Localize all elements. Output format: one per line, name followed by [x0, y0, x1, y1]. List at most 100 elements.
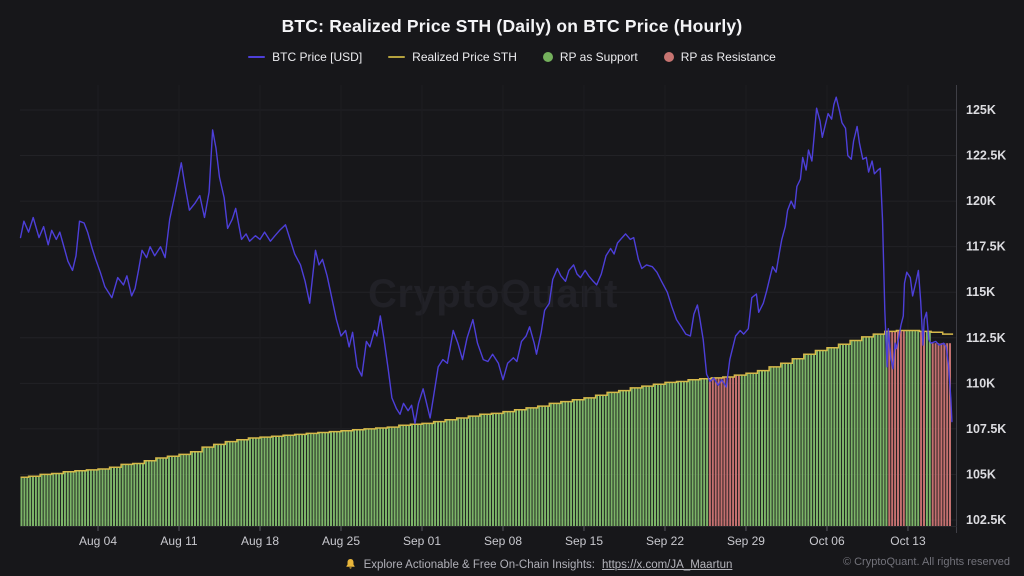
resistance-bar	[729, 377, 732, 526]
support-bar	[165, 458, 168, 526]
support-bar	[358, 429, 361, 526]
support-bar	[813, 354, 816, 526]
support-bar	[856, 340, 859, 526]
support-bar	[220, 444, 223, 526]
legend-item-btc-price-usd-[interactable]: BTC Price [USD]	[248, 50, 362, 64]
support-bar	[581, 399, 584, 526]
support-bar	[162, 458, 165, 526]
support-bar	[885, 331, 888, 526]
support-bar	[78, 470, 81, 526]
legend-swatch-dot	[663, 52, 674, 62]
support-bar	[703, 378, 706, 526]
support-bar	[49, 474, 52, 526]
support-bar	[503, 411, 506, 526]
footer-link[interactable]: https://x.com/JA_Maartun	[602, 558, 733, 571]
support-bar	[460, 418, 463, 526]
legend-label: RP as Support	[559, 50, 638, 64]
support-bar	[816, 350, 818, 526]
support-bar	[101, 469, 104, 526]
legend-item-rp-as-support[interactable]: RP as Support	[542, 50, 638, 64]
support-bar	[859, 340, 862, 526]
support-bar	[778, 366, 781, 526]
support-bar	[347, 430, 350, 526]
support-bar	[876, 334, 879, 526]
support-bar	[315, 433, 318, 526]
support-bar	[445, 419, 448, 526]
support-bar	[616, 392, 619, 526]
support-bar	[674, 382, 677, 526]
support-bar	[330, 431, 332, 526]
support-bar	[520, 409, 523, 526]
support-bar	[682, 381, 685, 526]
support-bar	[451, 419, 454, 526]
support-bar	[839, 344, 842, 526]
x-tick-label: Oct 06	[809, 534, 845, 548]
support-bar	[645, 386, 648, 526]
support-bar	[697, 379, 700, 526]
support-bar	[202, 447, 205, 526]
support-bar	[121, 464, 124, 526]
resistance-bar	[726, 377, 729, 526]
support-bar	[694, 379, 697, 526]
support-bar	[853, 340, 856, 526]
support-bar	[905, 330, 908, 526]
support-bar	[578, 399, 581, 526]
support-bar	[746, 373, 749, 526]
support-bar	[223, 444, 225, 526]
support-bar	[925, 331, 928, 526]
support-bar	[740, 375, 743, 526]
support-bar	[185, 454, 188, 526]
support-bar	[289, 435, 292, 526]
resistance-bar	[931, 343, 934, 526]
support-bar	[567, 401, 570, 526]
support-bar	[176, 456, 179, 526]
support-bar	[257, 438, 260, 526]
support-bar	[761, 370, 763, 526]
support-bar	[824, 350, 827, 526]
support-bar	[801, 358, 804, 526]
support-bar	[173, 456, 176, 526]
support-bar	[772, 366, 775, 526]
legend-item-realized-price-sth[interactable]: Realized Price STH	[388, 50, 517, 64]
support-bar	[332, 431, 335, 526]
support-bar	[211, 447, 214, 526]
support-bar	[144, 460, 147, 526]
support-bar	[81, 470, 84, 526]
support-bar	[428, 423, 431, 526]
support-bar	[654, 384, 656, 526]
support-bar	[115, 467, 118, 526]
support-bar	[492, 413, 494, 526]
legend-swatch-line	[248, 56, 266, 58]
support-bar	[159, 458, 162, 526]
support-bar	[422, 423, 425, 526]
legend-item-rp-as-resistance[interactable]: RP as Resistance	[663, 50, 776, 64]
y-tick-label: 117.5K	[966, 240, 1006, 254]
support-bar	[810, 354, 813, 526]
support-bar	[373, 428, 376, 526]
x-tick-label: Aug 04	[79, 534, 117, 548]
resistance-bar	[891, 331, 894, 526]
support-bar	[555, 403, 558, 526]
resistance-bar	[946, 343, 949, 526]
support-bar	[23, 477, 26, 526]
support-bar	[862, 336, 865, 526]
support-bar	[437, 421, 439, 526]
resistance-bar	[717, 377, 720, 526]
support-bar	[630, 387, 633, 526]
support-bar	[688, 379, 691, 526]
resistance-bar	[723, 377, 726, 526]
support-bar	[75, 470, 78, 526]
resistance-bar	[737, 375, 740, 526]
support-bar	[544, 406, 547, 526]
support-bar	[477, 416, 480, 526]
bell-icon	[344, 558, 357, 571]
support-bar	[147, 460, 150, 526]
support-bar	[130, 464, 133, 526]
support-bar	[390, 427, 393, 526]
support-bar	[836, 347, 839, 526]
support-bar	[52, 473, 55, 526]
support-bar	[818, 350, 821, 526]
support-bar	[95, 469, 98, 526]
support-bar	[419, 424, 422, 526]
support-bar	[613, 392, 616, 526]
